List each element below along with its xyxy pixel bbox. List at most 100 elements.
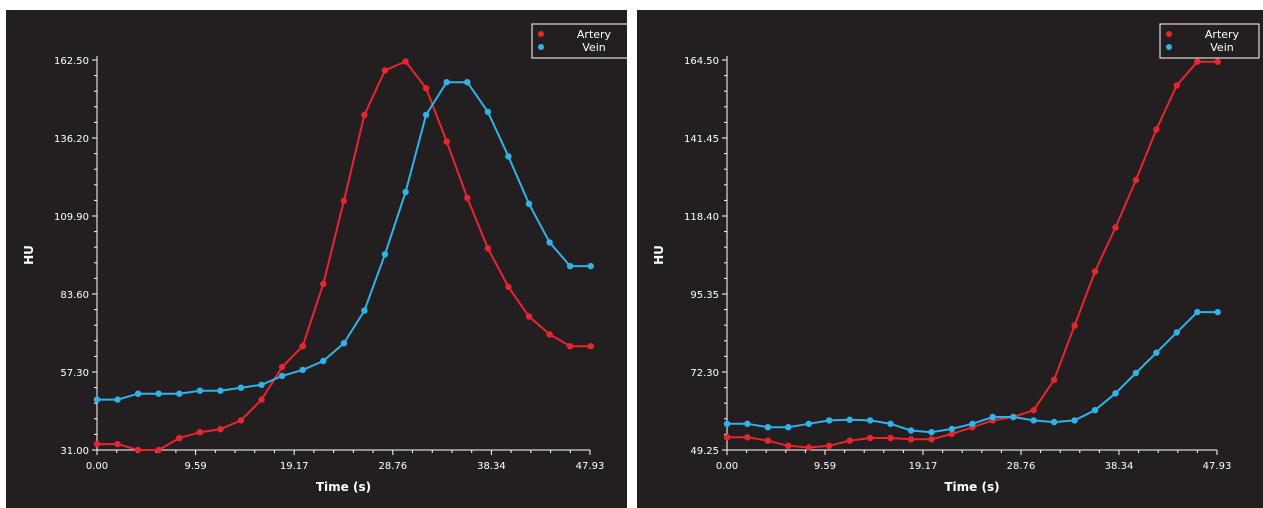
y-tick-label: 162.50 [54,56,89,67]
series-line-vein [727,311,1218,434]
data-point-artery [402,58,409,65]
x-tick-label: 9.59 [814,461,836,472]
data-point-vein [928,429,935,436]
data-point-artery [723,434,731,441]
data-point-vein [826,417,833,424]
data-point-artery [93,440,101,448]
data-point-artery [785,442,792,449]
x-tick-label: 0.00 [86,461,108,472]
y-axis-title: HU [22,245,36,265]
x-tick-label: 28.76 [1007,461,1036,472]
data-point-vein [114,396,121,403]
data-point-artery [805,444,812,451]
data-point-artery [1112,224,1119,231]
y-tick-label: 136.20 [54,134,89,145]
right-chart: 49.25 72.30 95.35 118.40 141.45 164.50 0.00 9.5… [652,23,1260,494]
y-tick-label: 83.60 [60,290,89,301]
data-point-vein [764,424,772,431]
data-point-artery [764,437,772,444]
data-point-vein [1030,417,1037,424]
data-point-vein [525,200,533,207]
data-point-artery [948,430,956,438]
data-point-artery [217,426,224,433]
data-point-artery [887,434,894,442]
data-point-vein [299,366,306,374]
data-point-artery [1132,176,1140,184]
x-tick-label: 19.17 [909,461,938,472]
data-point-artery [196,429,204,436]
data-point-vein [258,381,265,388]
data-point-vein [1091,407,1099,414]
data-point-artery [1153,126,1160,133]
data-point-vein [785,424,792,431]
x-tick-label: 47.93 [1203,461,1232,472]
data-point-artery [566,343,574,350]
y-tick-label: 72.30 [690,368,719,379]
data-point-artery [907,436,915,443]
data-point-vein [1071,417,1078,424]
data-point-vein [566,262,574,270]
series-line-artery [727,60,1218,449]
data-point-artery [1030,407,1037,414]
right-chart-panel: 49.25 72.30 95.35 118.40 141.45 164.50 0.00 9.5… [637,10,1263,508]
data-point-vein [484,108,492,116]
data-point-artery [134,446,142,454]
legend-label: Vein [582,41,605,54]
data-point-vein [866,417,874,424]
data-point-vein [723,420,731,427]
data-point-artery [587,343,594,350]
x-tick-label: 28.76 [378,461,407,472]
data-point-vein [989,413,996,421]
data-point-vein [176,390,183,397]
data-point-vein [1050,418,1058,426]
x-tick-label: 38.34 [1105,461,1134,472]
data-point-vein [1153,349,1160,356]
data-point-vein [464,79,471,86]
x-tick-label: 0.00 [716,461,738,472]
data-point-artery [464,194,471,202]
legend-label: Artery [577,28,612,41]
data-point-artery [525,313,533,320]
data-point-artery [546,331,553,338]
data-point-artery [1091,268,1099,275]
y-axis-title: HU [652,245,666,265]
legend-marker-vein [1166,44,1172,50]
data-point-vein [278,372,286,380]
data-point-vein [340,340,348,347]
data-point-artery [1173,82,1180,89]
data-point-vein [1194,308,1201,316]
y-tick-label: 164.50 [684,56,719,67]
data-point-vein [546,239,553,246]
data-point-vein [948,425,956,433]
y-tick-label: 31.00 [60,446,89,457]
data-point-vein [1214,308,1221,316]
x-tick-label: 9.59 [184,461,206,472]
data-point-artery [299,343,306,350]
x-axis-title: Time (s) [944,480,999,494]
legend-label: Artery [1205,28,1240,41]
legend-marker-artery [1166,31,1172,37]
data-point-artery [443,138,450,145]
legend-box [531,23,627,59]
legend-label: Vein [1210,41,1233,54]
data-point-vein [969,420,976,427]
data-point-vein [155,390,162,397]
data-point-artery [340,197,348,205]
data-point-vein [887,420,894,427]
y-tick-label: 95.35 [690,290,719,301]
data-point-vein [846,416,853,423]
data-point-artery [484,245,492,252]
data-point-artery [928,436,935,443]
data-point-artery [1071,322,1078,329]
series-line-vein [97,81,591,401]
series-line-artery [97,60,591,451]
data-point-vein [361,307,368,314]
data-point-vein [1173,329,1180,336]
data-point-vein [381,251,389,258]
data-point-artery [381,67,389,74]
legend-marker-vein [538,44,544,50]
data-point-artery [1214,58,1221,65]
y-tick-label: 109.90 [54,212,89,223]
x-tick-label: 47.93 [576,461,605,472]
y-tick-label: 118.40 [684,212,719,223]
